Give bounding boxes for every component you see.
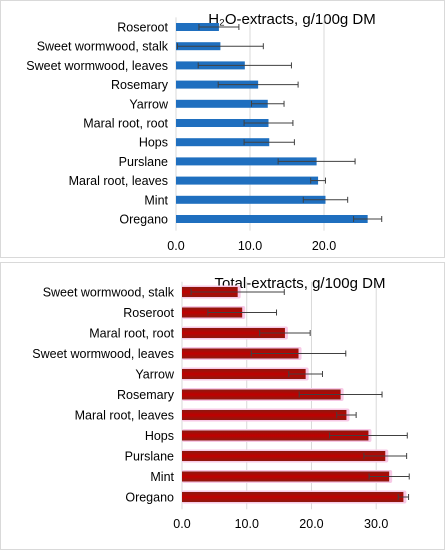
category-label: Maral root, root (89, 327, 174, 341)
bar (176, 119, 269, 127)
chart-frame (0, 0, 445, 258)
category-label: Roseroot (123, 306, 174, 320)
category-label: Maral root, leaves (75, 409, 174, 423)
category-label: Yarrow (135, 368, 175, 382)
chart-title: Total-extracts, g/100g DM (215, 275, 386, 292)
bar (182, 492, 404, 502)
bar (176, 176, 319, 185)
category-label: Rosemary (117, 388, 175, 402)
chart-frame (0, 262, 445, 550)
category-label: Roseroot (117, 21, 168, 35)
category-label: Purslane (125, 450, 174, 464)
category-label: Sweet wormwood, stalk (43, 286, 175, 300)
category-label: Oregano (119, 213, 168, 227)
bar (182, 451, 386, 461)
bar (176, 80, 259, 89)
bar (176, 157, 317, 166)
category-label: Purslane (119, 155, 168, 169)
h2o-extracts-panel: H₂O-extracts, g/100g DM Roseroot Sweet wo… (0, 0, 445, 258)
category-label: Yarrow (129, 97, 169, 111)
category-label: Rosemary (111, 78, 169, 92)
category-label: Sweet wormwood, stalk (37, 40, 169, 54)
x-tick-label: 10.0 (235, 517, 259, 531)
chart-title: H₂O-extracts, g/100g DM (208, 11, 376, 28)
x-tick-label: 20.0 (299, 517, 323, 531)
category-label: Mint (144, 193, 168, 207)
bar (182, 389, 341, 400)
category-label: Sweet wormwood, leaves (26, 59, 168, 73)
category-label: Sweet wormwood, leaves (32, 347, 174, 361)
bar (182, 348, 299, 359)
bar (176, 23, 219, 31)
x-tick-label: 0.0 (167, 239, 184, 253)
x-tick-label: 20.0 (312, 239, 336, 253)
bar (176, 99, 268, 108)
x-tick-label: 10.0 (238, 239, 262, 253)
bar (176, 138, 270, 147)
category-label: Maral root, root (83, 117, 168, 131)
h2o-extracts-chart: H₂O-extracts, g/100g DM Roseroot Sweet wo… (0, 0, 445, 258)
category-label: Hops (145, 429, 174, 443)
bar (182, 471, 390, 482)
category-label: Mint (150, 470, 174, 484)
category-label: Maral root, leaves (69, 174, 168, 188)
bar (182, 410, 347, 420)
total-extracts-panel: Total-extracts, g/100g DM Sweet wormwood… (0, 262, 445, 550)
x-tick-label: 0.0 (173, 517, 190, 531)
bar (176, 215, 368, 223)
category-label: Hops (139, 136, 168, 150)
bar (182, 430, 369, 441)
x-tick-label: 30.0 (364, 517, 388, 531)
bar (182, 369, 306, 379)
bar (176, 195, 326, 204)
category-label: Oregano (125, 491, 174, 505)
bar (182, 328, 285, 338)
total-extracts-chart: Total-extracts, g/100g DM Sweet wormwood… (0, 262, 445, 550)
